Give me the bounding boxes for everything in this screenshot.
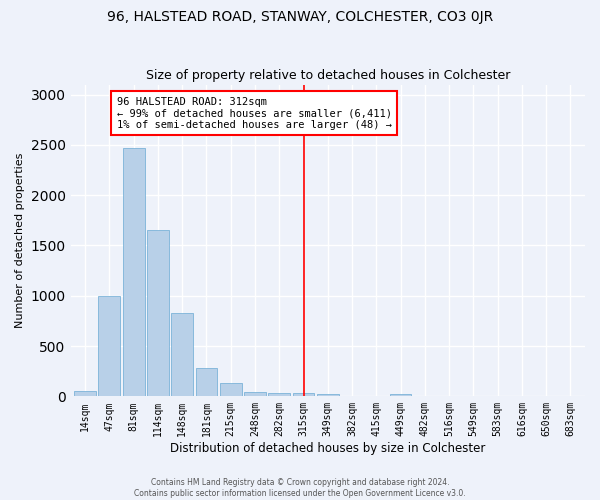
X-axis label: Distribution of detached houses by size in Colchester: Distribution of detached houses by size … (170, 442, 485, 455)
Bar (74, 392, 96, 396)
Bar (171, 313, 193, 396)
Bar (196, 368, 217, 396)
Text: Contains HM Land Registry data © Crown copyright and database right 2024.
Contai: Contains HM Land Registry data © Crown c… (134, 478, 466, 498)
Bar (389, 394, 412, 396)
Bar (268, 394, 290, 396)
Bar (147, 230, 169, 396)
Text: 96, HALSTEAD ROAD, STANWAY, COLCHESTER, CO3 0JR: 96, HALSTEAD ROAD, STANWAY, COLCHESTER, … (107, 10, 493, 24)
Bar (98, 296, 120, 396)
Y-axis label: Number of detached properties: Number of detached properties (15, 153, 25, 328)
Bar (220, 384, 242, 396)
Bar (317, 394, 338, 396)
Bar (293, 394, 314, 396)
Text: 96 HALSTEAD ROAD: 312sqm
← 99% of detached houses are smaller (6,411)
1% of semi: 96 HALSTEAD ROAD: 312sqm ← 99% of detach… (116, 96, 392, 130)
Bar (244, 392, 266, 396)
Title: Size of property relative to detached houses in Colchester: Size of property relative to detached ho… (146, 69, 510, 82)
Bar (123, 148, 145, 396)
